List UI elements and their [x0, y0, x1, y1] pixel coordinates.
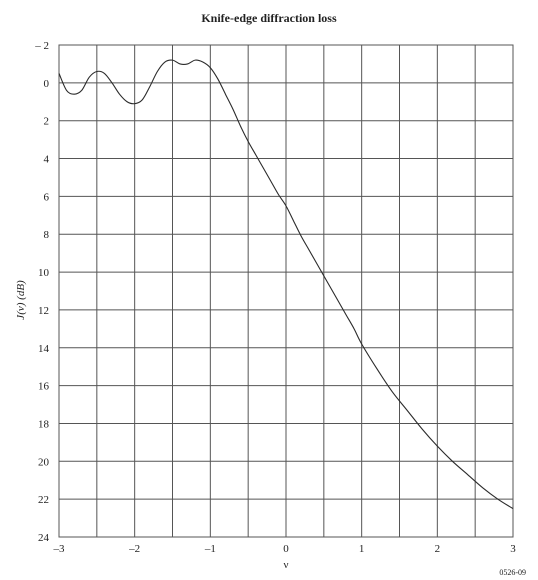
series-layer [58, 59, 514, 510]
y-tick-label: 24 [38, 532, 50, 544]
chart-title: Knife-edge diffraction loss [201, 11, 337, 25]
y-tick-label: 6 [44, 191, 50, 203]
y-axis-label: J(ν) (dB) [15, 280, 27, 320]
x-tick-label: 1 [359, 543, 365, 555]
y-tick-label: 20 [38, 456, 50, 468]
y-tick-label: 4 [44, 154, 50, 166]
x-tick-label: 0 [283, 543, 289, 555]
y-tick-label: 8 [44, 229, 50, 241]
x-tick-label: 2 [435, 543, 441, 555]
y-tick-label: 22 [38, 494, 49, 506]
x-tick-label: 3 [510, 543, 516, 555]
x-axis-label: ν [284, 559, 289, 571]
x-tick-label: –2 [128, 543, 140, 555]
y-tick-label: 2 [44, 116, 50, 128]
x-tick-label: –3 [53, 543, 66, 555]
y-tick-label: 10 [38, 267, 50, 279]
grid [58, 44, 514, 538]
y-tick-label: 0 [44, 78, 50, 90]
x-tick-label: –1 [204, 543, 216, 555]
y-tick-label: – 2 [34, 40, 49, 52]
y-tick-label: 14 [38, 343, 50, 355]
plot-frame [58, 44, 514, 538]
y-tick-label: 16 [38, 381, 50, 393]
series-line [58, 59, 514, 510]
figure-reference-code: 0526-09 [499, 568, 526, 577]
y-tick-label: 18 [38, 418, 50, 430]
y-tick-label: 12 [38, 305, 49, 317]
x-axis-tick-labels: –3 –2 –1 0 1 2 3 [53, 543, 517, 555]
